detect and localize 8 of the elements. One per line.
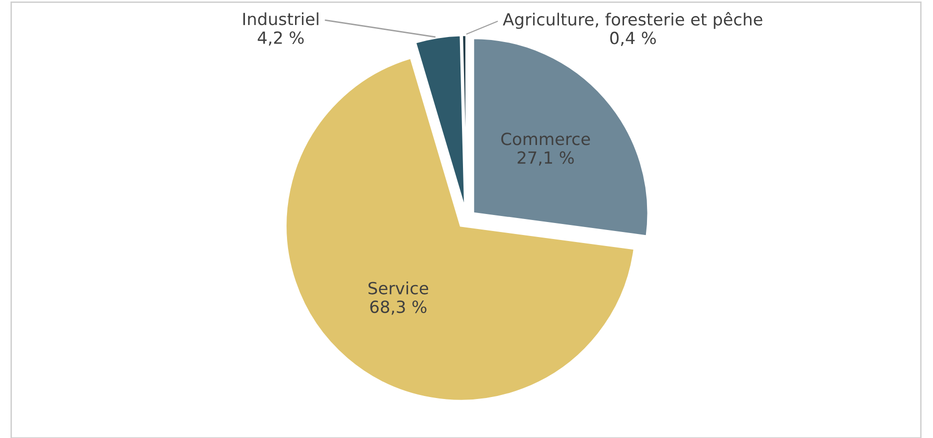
data-label: 4,2 %	[258, 31, 304, 46]
slice-label: Industriel	[243, 12, 318, 26]
data-label: 68,3 %	[370, 300, 426, 315]
slice-label: Commerce	[501, 132, 590, 146]
data-label: 27,1 %	[518, 151, 574, 166]
slice-label: Service	[368, 282, 428, 294]
data-label: 0,4 %	[610, 32, 656, 46]
slice-label: Agriculture, foresterie et pêche	[502, 12, 762, 29]
